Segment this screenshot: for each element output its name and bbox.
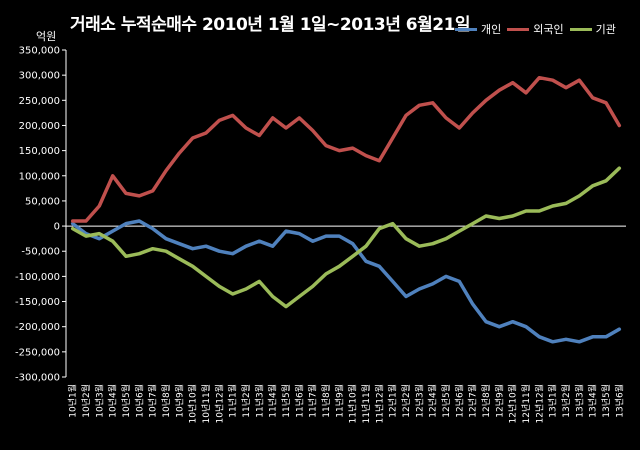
x-tick-label: 12년4월 — [427, 384, 439, 418]
series-line-2 — [70, 166, 622, 309]
x-tick-label: 10년12월 — [213, 384, 225, 423]
x-tick-label: 13년5월 — [600, 384, 612, 418]
series-line-0 — [70, 219, 622, 344]
x-tick-label: 12년12월 — [533, 384, 545, 423]
y-tick-label: -50,000 — [21, 247, 60, 258]
x-tick-label: 11년1월 — [227, 384, 239, 418]
x-tick-label: 12년9월 — [493, 384, 505, 418]
y-tick-label: 50,000 — [25, 196, 60, 207]
x-tick-label: 10년8월 — [160, 384, 172, 418]
legend-label-institution: 기관 — [595, 23, 616, 36]
x-tick-label: 12년2월 — [400, 384, 412, 418]
y-tick-label: -200,000 — [15, 322, 60, 333]
y-tick-label: 300,000 — [19, 71, 60, 82]
x-tick-label: 10년6월 — [133, 384, 145, 418]
x-tick-label: 11년10월 — [347, 384, 359, 423]
legend-label-individual: 개인 — [481, 23, 502, 36]
y-tick-label: 100,000 — [19, 171, 60, 182]
x-tick-label: 11년6월 — [293, 384, 305, 418]
x-tick-label: 11년8월 — [320, 384, 332, 418]
y-tick-label: -150,000 — [15, 297, 60, 308]
x-tick-label: 13년3월 — [573, 384, 585, 418]
x-tick-label: 12년1월 — [387, 384, 399, 418]
x-tick-label: 13년1월 — [547, 384, 559, 418]
y-tick-label: -100,000 — [15, 272, 60, 283]
x-tick-label: 13년6월 — [613, 384, 625, 418]
y-tick-label: 0 — [54, 222, 60, 233]
y-tick-label: 350,000 — [19, 46, 60, 57]
legend-swatch-foreign — [507, 27, 530, 31]
x-tick-label: 10년10월 — [187, 384, 199, 423]
x-tick-label: 12년10월 — [507, 384, 519, 423]
y-axis-unit-label: 억원 — [36, 30, 57, 43]
x-tick-label: 11년4월 — [267, 384, 279, 418]
y-tick-label: -300,000 — [15, 373, 60, 384]
legend-swatch-institution — [569, 27, 592, 31]
x-tick-label: 12년11월 — [520, 384, 532, 423]
x-tick-label: 13년2월 — [560, 384, 572, 418]
x-tick-label: 10년5월 — [120, 384, 132, 418]
y-tick-label: 150,000 — [19, 146, 60, 157]
legend-item-foreign: 외국인 — [507, 21, 564, 37]
legend-item-institution: 기관 — [569, 21, 616, 37]
legend-swatch-individual — [455, 27, 477, 31]
x-tick-label: 11년7월 — [307, 384, 319, 418]
x-tick-label: 11년3월 — [253, 384, 265, 418]
x-tick-label: 10년4월 — [107, 384, 119, 418]
x-tick-label: 12년6월 — [453, 384, 465, 418]
x-tick-label: 12년8월 — [480, 384, 492, 418]
x-tick-label: 12년3월 — [413, 384, 425, 418]
y-tick-label: 200,000 — [19, 121, 60, 132]
x-tick-label: 11년2월 — [240, 384, 252, 418]
x-tick-label: 12년5월 — [440, 384, 452, 418]
x-tick-label: 11년5월 — [280, 384, 292, 418]
legend-item-individual: 개인 — [455, 21, 501, 37]
x-tick-label: 13년4월 — [587, 384, 599, 418]
legend: 개인 외국인 기관 — [455, 21, 616, 37]
x-tick-label: 11년12월 — [373, 384, 385, 423]
x-tick-label: 10년9월 — [173, 384, 185, 418]
legend-label-foreign: 외국인 — [533, 23, 564, 36]
x-tick-label: 10년3월 — [93, 384, 105, 418]
x-tick-label: 12년7월 — [467, 384, 479, 418]
x-tick-label: 10년2월 — [80, 384, 92, 418]
y-tick-label: 250,000 — [19, 96, 60, 107]
series-line-1 — [70, 75, 622, 223]
x-tick-label: 10년11월 — [200, 384, 212, 423]
x-tick-label: 11년11월 — [360, 384, 372, 423]
chart-title: 거래소 누적순매수 2010년 1월 1일~2013년 6월21일 — [70, 15, 471, 35]
x-tick-label: 11년9월 — [333, 384, 345, 418]
y-tick-label: -250,000 — [15, 347, 60, 358]
x-tick-label: 10년1월 — [67, 384, 79, 418]
x-tick-label: 10년7월 — [147, 384, 159, 418]
